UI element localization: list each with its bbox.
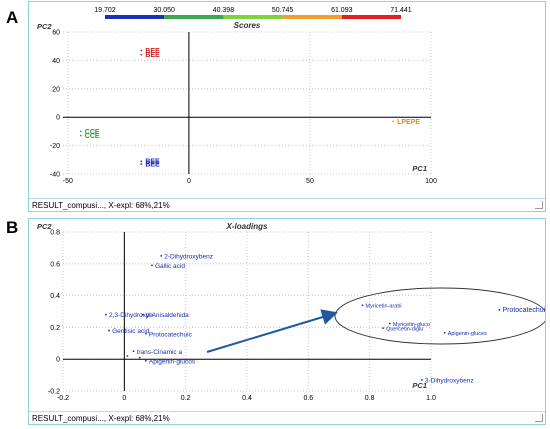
colorbar-tick-label: 50.745 [272,7,294,14]
y-tick-label: 20 [52,86,60,93]
score-point [140,163,143,165]
y-tick-label: -20 [50,143,60,150]
x-tick-label: 0.2 [181,395,191,402]
loading-point-label: 2,3-Dihydroxyb [109,312,153,319]
zoom-point [382,327,384,330]
y-tick-label: 40 [52,58,60,65]
zoom-point [498,308,501,311]
x-tick-label: 0 [122,395,126,402]
zoom-ellipse [334,287,545,345]
score-point-label: BEE [145,52,160,59]
x-tick-label: 0.6 [303,395,313,402]
colorbar-segment [164,15,224,19]
y-tick-label: 0.4 [50,293,60,300]
loading-point-label: 2-Dihydroxybenz [164,253,213,260]
loading-point [144,332,147,335]
loading-point-label: Protocatechuic [149,331,193,338]
score-point-label: LPEPE [397,119,420,126]
x-tick-label: 100 [425,178,437,185]
score-point [140,49,143,52]
x-tick-label: 1.0 [426,395,436,402]
zoom-point-label: Myricetin-gluco [393,322,430,328]
loading-point [126,355,129,357]
zoom-point-label: Quercetin-diglu [386,326,423,332]
loadings-panel: -0.2 0 0.2 0.4 0.6 0.8 1.0 -0.2 0 0.2 0.4 0.6 0.8 PC2… [28,218,546,425]
x-tick-label: -50 [63,178,73,185]
score-point [392,120,395,123]
panel-label-a: A [6,8,19,27]
loading-point-label: 3-Dihydroxybenz [425,377,474,384]
x-axis-label: PC1 [412,164,427,173]
zoom-point-label: Protocatechuic [502,307,545,314]
resize-grip[interactable] [535,414,543,422]
loading-point [105,313,107,316]
status-bar-loadings: RESULT_compusi..., X-expl: 68%,21% [29,411,545,424]
loading-point [420,378,423,381]
zoom-point [443,331,446,334]
y-tick-label: 0 [56,357,60,364]
loading-point [144,359,147,362]
panel-label-b: B [6,218,19,237]
score-point [79,134,82,137]
y-tick-label: 0.6 [50,261,60,268]
y-axis-label: PC2 [37,222,52,231]
score-point-label: BEE [145,162,160,169]
y-tick-label: 0.2 [50,325,60,332]
chart-title: Scores [234,21,261,30]
colorbar-tick-label: 30.050 [153,7,175,14]
loading-point-label: p-Anisaldehida [146,312,189,319]
zoom-point [389,322,391,325]
loading-point-label: trans-Cinamic a [137,349,183,356]
x-tick-label: 0.8 [365,395,375,402]
x-tick-label: 0 [187,178,191,185]
colorbar-tick-label: 40.398 [213,7,235,14]
colorbar-segment [341,15,401,19]
x-tick-label: 0.4 [242,395,252,402]
score-point-label: BEE [145,159,160,166]
x-tick-label: 50 [306,178,314,185]
score-point-label: BEE [145,48,160,55]
colorbar-tick-label: 71.441 [390,7,412,14]
zoom-point [361,304,364,307]
score-point-label: CCE [85,129,100,136]
colorbar-tick-label: 61.093 [331,7,353,14]
score-point [140,53,143,56]
colorbar-tick-label: 19.702 [94,7,116,14]
zoom-point-label: Myricetin-arabi [366,303,402,309]
loading-point-label: Gentisic acid [112,328,150,335]
zoom-arrow [206,309,338,353]
scores-panel: -50 0 50 100 -40 -20 0 20 40 60 PC2 PC1 Scores 19.702… [28,1,546,212]
y-tick-label: 60 [52,30,60,37]
loading-point [160,254,163,257]
score-point [140,160,143,163]
colorbar-segment [105,15,165,19]
resize-grip[interactable] [535,201,543,209]
score-point-label: CCE [85,133,100,140]
status-bar-scores: RESULT_compusi..., X-expl: 68%,21% [29,198,545,211]
x-axis-label: PC1 [412,381,427,390]
x-tick-label: -0.2 [57,395,69,402]
chart-title: X-loadings [226,222,268,231]
colorbar-segment [282,15,342,19]
zoom-point-label: Apigenin-gluces [448,331,487,337]
y-axis-label: PC2 [37,22,52,31]
loading-point [151,264,153,267]
y-tick-label: 0 [56,115,60,122]
loading-point [138,356,141,359]
score-point [79,130,82,133]
y-tick-label: 0.8 [50,230,60,237]
loading-point [141,313,144,316]
loading-point [108,329,110,332]
colorbar-segment [223,15,283,19]
loading-point [132,350,135,353]
loading-point-label: Apigenin-glucos [149,358,196,365]
y-tick-label: -40 [50,172,60,179]
loadings-chart: -0.2 0 0.2 0.4 0.6 0.8 1.0-0.200.20.40.60.8PC2… [37,222,545,402]
loading-point-label: Gallic acid [155,263,185,270]
y-tick-label: -0.2 [48,389,60,396]
